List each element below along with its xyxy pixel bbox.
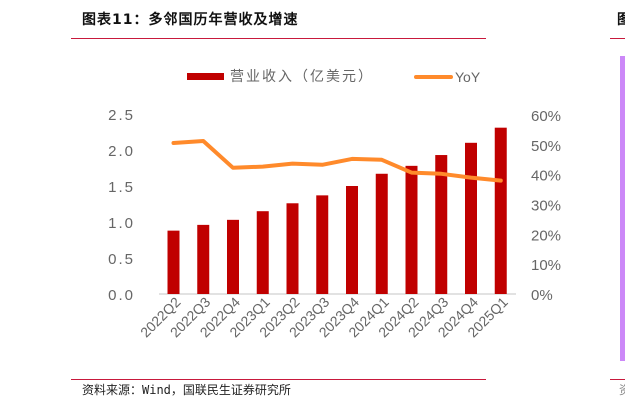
legend-line-label: YoY: [455, 69, 481, 85]
revenue-bar: [435, 155, 448, 294]
revenue-bar: [375, 173, 388, 294]
revenue-bar: [494, 127, 507, 295]
right-axis-tick-label: 10%: [531, 257, 561, 274]
x-axis-labels: 2022Q22022Q32022Q42023Q12023Q22023Q32023…: [137, 294, 511, 341]
left-axis-tick-label: 0.0: [108, 287, 135, 304]
yoy-line: [171, 139, 503, 183]
footer-divider: [71, 379, 486, 380]
left-axis-tick-label: 0.5: [108, 251, 135, 268]
source-note: 资料来源：Wind，国联民生证券研究所: [82, 383, 291, 397]
revenue-bars: [167, 127, 507, 295]
right-axis-tick-label: 40%: [531, 168, 561, 185]
adjacent-chart-title-fragment: 图: [617, 12, 625, 28]
revenue-bar: [167, 230, 180, 294]
title-divider: [71, 38, 486, 39]
right-axis-tick-label: 50%: [531, 138, 561, 155]
revenue-bar: [316, 195, 329, 294]
chart-title: 图表11：多邻国历年营收及增速: [82, 12, 299, 28]
right-axis-tick-label: 30%: [531, 198, 561, 215]
adjacent-title-divider: [610, 38, 625, 39]
right-y-axis: 0% 10% 20% 30% 40% 50% 60%: [531, 108, 561, 304]
revenue-bar: [405, 165, 418, 294]
adjacent-chart-strip: [620, 56, 625, 361]
legend-bar-swatch: [187, 73, 224, 80]
right-axis-tick-label: 20%: [531, 227, 561, 244]
revenue-bar: [286, 203, 299, 294]
left-axis-tick-label: 2.5: [108, 107, 135, 124]
revenue-bar: [465, 142, 477, 294]
right-axis-tick-label: 60%: [531, 108, 561, 125]
adjacent-footer-divider: [610, 379, 625, 380]
right-axis-tick-label: 0%: [531, 287, 553, 304]
revenue-bar: [256, 211, 269, 294]
left-y-axis: 0.0 0.5 1.0 1.5 2.0 2.5: [108, 107, 135, 304]
left-axis-tick-label: 1.0: [108, 215, 135, 232]
revenue-bar: [346, 186, 358, 294]
revenue-bar: [227, 219, 239, 294]
legend: 营业收入（亿美元） YoY: [187, 69, 481, 85]
adjacent-source-fragment: 资: [619, 381, 625, 398]
revenue-bar: [197, 224, 210, 294]
left-axis-tick-label: 2.0: [108, 143, 135, 160]
left-axis-tick-label: 1.5: [108, 179, 135, 196]
legend-bar-label: 营业收入（亿美元）: [230, 69, 374, 85]
